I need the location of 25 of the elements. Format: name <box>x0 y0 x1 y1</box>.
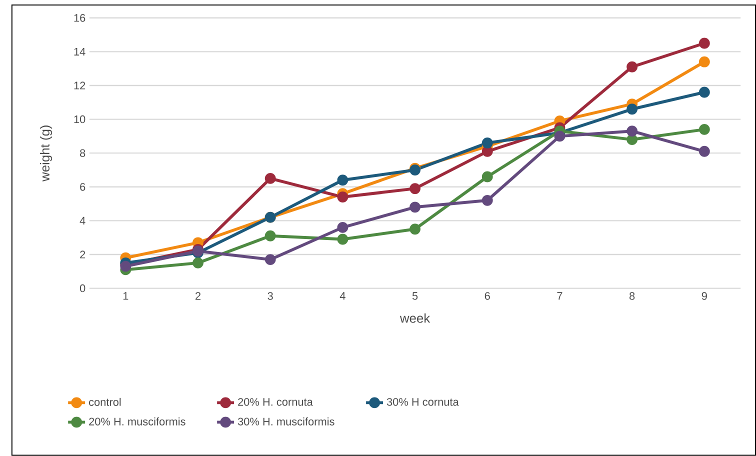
y-tick-label: 4 <box>80 216 86 224</box>
legend-label: 30% H. musciformis <box>238 417 334 426</box>
x-tick-label: 8 <box>629 292 635 300</box>
y-tick-label: 10 <box>74 115 86 124</box>
x-tick-label: 7 <box>557 292 562 300</box>
y-tick-label: 0 <box>80 284 86 292</box>
x-tick-label: 6 <box>484 292 490 300</box>
y-axis-title: weight (g) <box>40 125 52 182</box>
legend-label: control <box>89 398 121 406</box>
x-tick-label: 2 <box>195 292 200 300</box>
y-tick-label: 8 <box>80 149 86 157</box>
y-tick-label: 6 <box>80 182 86 191</box>
x-tick-label: 9 <box>702 292 707 300</box>
x-tick-label: 1 <box>123 292 128 300</box>
legend-label: 20% H. cornuta <box>238 398 313 406</box>
y-tick-label: 16 <box>74 14 86 22</box>
y-tick-label: 12 <box>74 82 86 90</box>
x-tick-label: 5 <box>412 292 418 300</box>
y-tick-label: 2 <box>80 250 86 258</box>
legend-label: 20% H. musciformis <box>89 417 186 426</box>
x-tick-label: 3 <box>268 292 273 300</box>
x-axis-title: week <box>400 313 430 323</box>
x-tick-label: 4 <box>340 292 346 300</box>
legend-label: 30% H cornuta <box>386 398 459 406</box>
y-tick-label: 14 <box>74 48 86 56</box>
